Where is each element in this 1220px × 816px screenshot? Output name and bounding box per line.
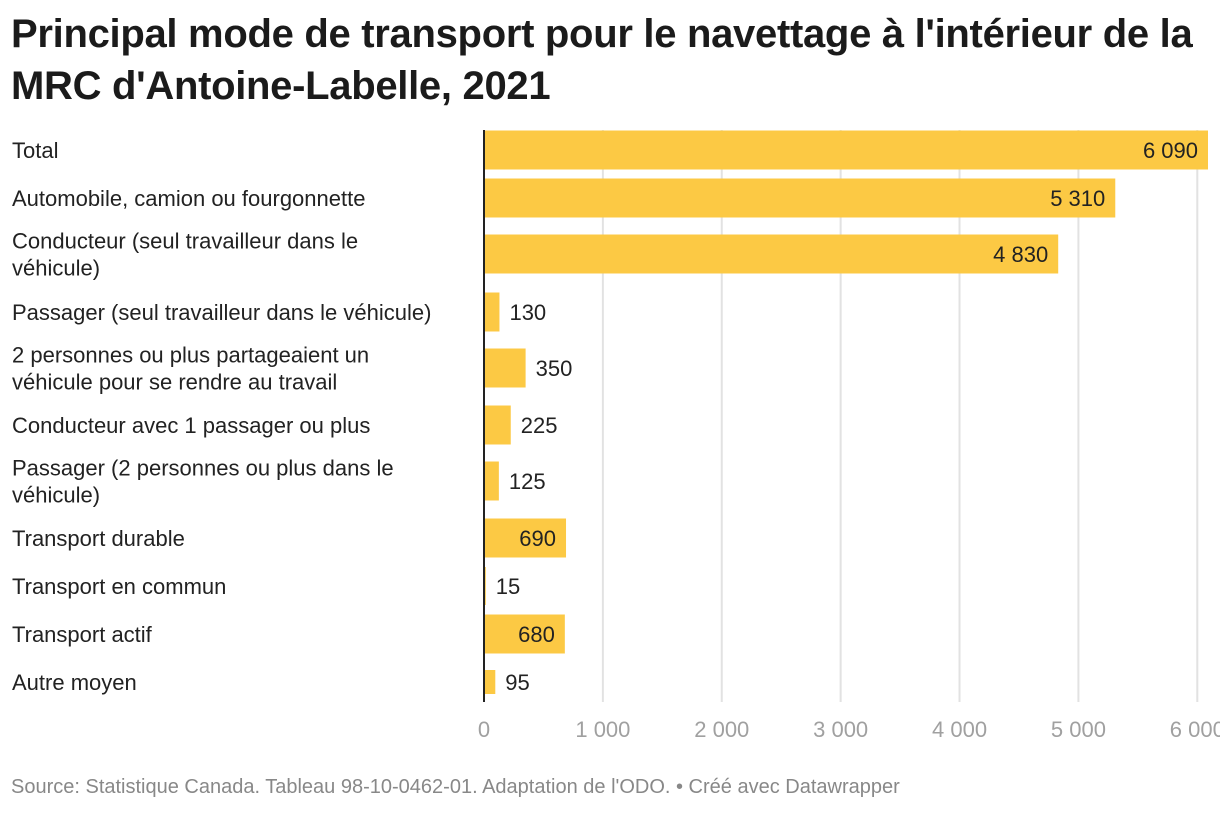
value-label: 225 — [521, 413, 558, 438]
category-label: Passager (seul travailleur dans le véhic… — [12, 300, 431, 325]
x-tick-label: 1 000 — [575, 717, 630, 742]
category-label: Transport actif — [12, 622, 153, 647]
bar — [484, 405, 511, 445]
x-tick-label: 2 000 — [694, 717, 749, 742]
bar — [484, 614, 565, 654]
bar — [484, 234, 1059, 274]
x-tick-label: 6 000 — [1170, 717, 1220, 742]
value-label: 6 090 — [1143, 138, 1198, 163]
category-label: Conducteur (seul travailleur dans le — [12, 229, 358, 254]
value-label: 130 — [509, 300, 546, 325]
bar — [484, 292, 500, 332]
category-label: véhicule) — [12, 256, 100, 281]
category-label: Automobile, camion ou fourgonnette — [12, 186, 365, 211]
value-label: 15 — [496, 574, 520, 599]
category-label: Conducteur avec 1 passager ou plus — [12, 413, 370, 438]
bar — [484, 130, 1208, 170]
category-label: véhicule) — [12, 483, 100, 508]
value-label: 125 — [509, 469, 546, 494]
category-label: Passager (2 personnes ou plus dans le — [12, 456, 394, 481]
category-label: Total — [12, 138, 58, 163]
category-label: Transport durable — [12, 526, 185, 551]
category-label: véhicule pour se rendre au travail — [12, 370, 337, 395]
chart-title: Principal mode de transport pour le nave… — [11, 12, 1193, 108]
bar — [484, 518, 567, 558]
x-tick-label: 3 000 — [813, 717, 868, 742]
value-label: 680 — [518, 622, 555, 647]
value-label: 350 — [536, 356, 573, 381]
value-label: 95 — [505, 670, 529, 695]
category-label: 2 personnes ou plus partageaient un — [12, 343, 369, 368]
category-label: Transport en commun — [12, 574, 226, 599]
bar — [484, 348, 526, 388]
x-tick-label: 5 000 — [1051, 717, 1106, 742]
value-label: 4 830 — [993, 242, 1048, 267]
value-label: 690 — [519, 526, 556, 551]
bar — [484, 461, 499, 501]
source-footer: Source: Statistique Canada. Tableau 98-1… — [11, 776, 900, 798]
category-label: Autre moyen — [12, 670, 137, 695]
bar — [484, 178, 1116, 218]
value-label: 5 310 — [1050, 186, 1105, 211]
bar — [484, 670, 496, 694]
x-tick-label: 4 000 — [932, 717, 987, 742]
x-tick-label: 0 — [478, 717, 490, 742]
